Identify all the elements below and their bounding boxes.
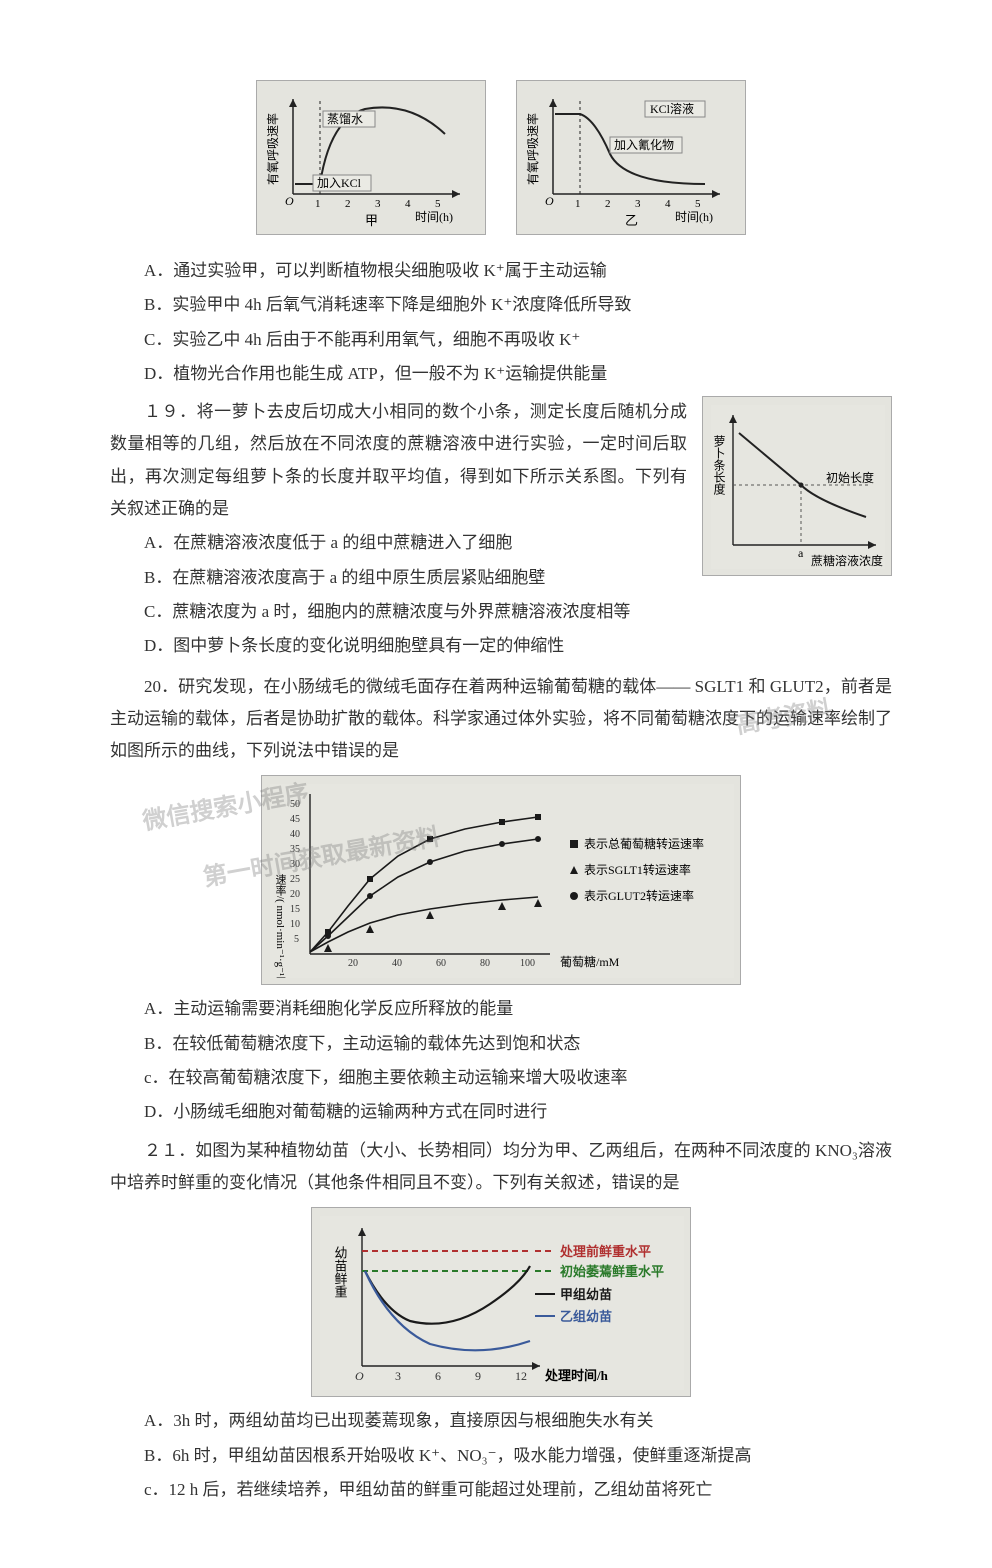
annot2-jia: 加入KCl xyxy=(317,176,362,190)
annot1-jia: 蒸馏水 xyxy=(327,112,363,126)
q21-opt-c: c．12 h 后，若继续培养，甲组幼苗的鲜重可能超过处理前，乙组幼苗将死亡 xyxy=(110,1474,892,1506)
svg-text:3: 3 xyxy=(375,198,381,210)
svg-text:60: 60 xyxy=(436,958,446,969)
ylabel-yi: 有氧呼吸速率 xyxy=(525,113,540,185)
svg-text:20: 20 xyxy=(290,889,300,900)
svg-text:10: 10 xyxy=(290,919,300,930)
q20-opt-b: B．在较低葡萄糖浓度下，主动运输的载体先达到饱和状态 xyxy=(110,1028,892,1060)
svg-text:40: 40 xyxy=(392,958,402,969)
q19-opt-c: C．蔗糖浓度为 a 时，细胞内的蔗糖浓度与外界蔗糖溶液浓度相等 xyxy=(110,596,892,628)
figure-row-jia-yi: 有氧呼吸速率 蒸馏水 加入KCl O 1 2 3 4 5 时间(h) 甲 有氧呼吸速率 … xyxy=(110,80,892,235)
svg-text:5: 5 xyxy=(435,198,441,210)
svg-text:初始长度: 初始长度 xyxy=(826,470,874,485)
svg-text:幼苗鲜重: 幼苗鲜重 xyxy=(333,1246,348,1298)
annot1-yi: KCl溶液 xyxy=(650,101,694,116)
q18-opt-b: B．实验甲中 4h 后氧气消耗速率下降是细胞外 K⁺浓度降低所导致 xyxy=(110,289,892,321)
svg-text:2: 2 xyxy=(345,198,351,210)
svg-text:2: 2 xyxy=(605,198,611,210)
svg-text:处理前鲜重水平: 处理前鲜重水平 xyxy=(559,1244,651,1259)
svg-text:25: 25 xyxy=(290,874,300,885)
svg-text:O: O xyxy=(285,194,294,208)
q21-opt-a: A．3h 时，两组幼苗均已出现萎蔫现象，直接原因与根细胞失水有关 xyxy=(110,1405,892,1437)
svg-text:20: 20 xyxy=(348,958,358,969)
q19-block: 萝卜条长度 初始长度 a 蔗糖溶液浓度 １９．将一萝卜去皮后切成大小相同的数个小… xyxy=(110,396,892,664)
figure-q21: 幼苗鲜重 O 3 6 9 12 处理时间/h 处理前鲜重水平 初始萎蔫鲜重水平 甲组幼… xyxy=(311,1207,691,1397)
ylabel-jia: 有氧呼吸速率 xyxy=(265,113,280,185)
svg-text:初始萎蔫鲜重水平: 初始萎蔫鲜重水平 xyxy=(560,1264,664,1279)
figure-q19: 萝卜条长度 初始长度 a 蔗糖溶液浓度 xyxy=(702,396,892,576)
q20-opt-c: c．在较高葡萄糖浓度下，细胞主要依赖主动运输来增大吸收速率 xyxy=(110,1062,892,1094)
xlabel-yi: 时间(h) xyxy=(675,210,713,224)
q20-opt-d: D．小肠绒毛细胞对葡萄糖的运输两种方式在同时进行 xyxy=(110,1096,892,1128)
svg-text:O: O xyxy=(545,194,554,208)
figure-yi: 有氧呼吸速率 KCl溶液 加入氰化物 O 1 2 3 4 5 时间(h) 乙 xyxy=(516,80,746,235)
svg-text:100: 100 xyxy=(520,958,535,969)
q18-opt-d: D．植物光合作用也能生成 ATP，但一般不为 K⁺运输提供能量 xyxy=(110,358,892,390)
caption-yi: 乙 xyxy=(625,213,638,228)
svg-text:6: 6 xyxy=(435,1369,441,1383)
q20-block: 20．研究发现，在小肠绒毛的微绒毛面存在着两种运输葡萄糖的载体—— SGLT1 … xyxy=(110,671,892,1129)
caption-jia: 甲 xyxy=(365,213,378,228)
q20-stem: 20．研究发现，在小肠绒毛的微绒毛面存在着两种运输葡萄糖的载体—— SGLT1 … xyxy=(110,671,892,768)
svg-text:45: 45 xyxy=(290,814,300,825)
annot2-yi: 加入氰化物 xyxy=(614,137,674,152)
q21-block: ２１．如图为某种植物幼苗（大小、长势相同）均分为甲、乙两组后，在两种不同浓度的 … xyxy=(110,1135,892,1506)
svg-text:5: 5 xyxy=(695,198,701,210)
q19-opt-d: D．图中萝卜条长度的变化说明细胞壁具有一定的伸缩性 xyxy=(110,630,892,662)
q18-opt-a: A．通过实验甲，可以判断植物根尖细胞吸收 K⁺属于主动运输 xyxy=(110,255,892,287)
svg-text:乙组幼苗: 乙组幼苗 xyxy=(560,1309,612,1324)
svg-text:速率/( nmol·min⁻¹·g⁻¹干重): 速率/( nmol·min⁻¹·g⁻¹干重) xyxy=(274,874,287,978)
chart-yi-svg: 有氧呼吸速率 KCl溶液 加入氰化物 O 1 2 3 4 5 时间(h) 乙 xyxy=(525,89,739,228)
svg-text:表示总葡萄糖转运速率: 表示总葡萄糖转运速率 xyxy=(584,836,704,851)
svg-text:1: 1 xyxy=(575,198,581,210)
svg-text:3: 3 xyxy=(395,1369,401,1383)
svg-text:表示GLUT2转运速率: 表示GLUT2转运速率 xyxy=(584,888,694,903)
q21-opt-b: B．6h 时，甲组幼苗因根系开始吸收 K⁺、NO₃⁻，吸水能力增强，使鲜重逐渐提… xyxy=(110,1440,892,1472)
svg-text:葡萄糖/mM: 葡萄糖/mM xyxy=(560,954,620,969)
svg-text:蔗糖溶液浓度: 蔗糖溶液浓度 xyxy=(811,553,883,568)
svg-text:4: 4 xyxy=(405,198,411,210)
q21-stem: ２１．如图为某种植物幼苗（大小、长势相同）均分为甲、乙两组后，在两种不同浓度的 … xyxy=(110,1135,892,1200)
svg-text:萝卜条长度: 萝卜条长度 xyxy=(712,435,726,495)
svg-text:4: 4 xyxy=(665,198,671,210)
svg-text:9: 9 xyxy=(475,1369,481,1383)
svg-text:表示SGLT1转运速率: 表示SGLT1转运速率 xyxy=(584,862,691,877)
chart-jia-svg: 有氧呼吸速率 蒸馏水 加入KCl O 1 2 3 4 5 时间(h) 甲 xyxy=(265,89,479,228)
xlabel-jia: 时间(h) xyxy=(415,210,453,224)
q20-opt-a: A．主动运输需要消耗细胞化学反应所释放的能量 xyxy=(110,993,892,1025)
svg-text:30: 30 xyxy=(290,859,300,870)
figure-q20: 微信搜索小程序 第一时间获取最新资料 速率/( nmol·min⁻¹·g⁻¹干重… xyxy=(261,775,741,985)
svg-text:40: 40 xyxy=(290,829,300,840)
svg-text:3: 3 xyxy=(635,198,641,210)
svg-text:甲组幼苗: 甲组幼苗 xyxy=(560,1287,612,1302)
q18-opt-c: C．实验乙中 4h 后由于不能再利用氧气，细胞不再吸收 K⁺ xyxy=(110,324,892,356)
figure-jia: 有氧呼吸速率 蒸馏水 加入KCl O 1 2 3 4 5 时间(h) 甲 xyxy=(256,80,486,235)
svg-text:处理时间/h: 处理时间/h xyxy=(544,1368,609,1383)
svg-text:5: 5 xyxy=(294,934,299,945)
svg-text:a: a xyxy=(798,546,804,560)
svg-text:35: 35 xyxy=(290,844,300,855)
svg-text:50: 50 xyxy=(290,799,300,810)
svg-text:O: O xyxy=(355,1369,364,1383)
svg-text:1: 1 xyxy=(315,198,321,210)
svg-text:12: 12 xyxy=(515,1369,527,1383)
svg-text:80: 80 xyxy=(480,958,490,969)
svg-text:15: 15 xyxy=(290,904,300,915)
